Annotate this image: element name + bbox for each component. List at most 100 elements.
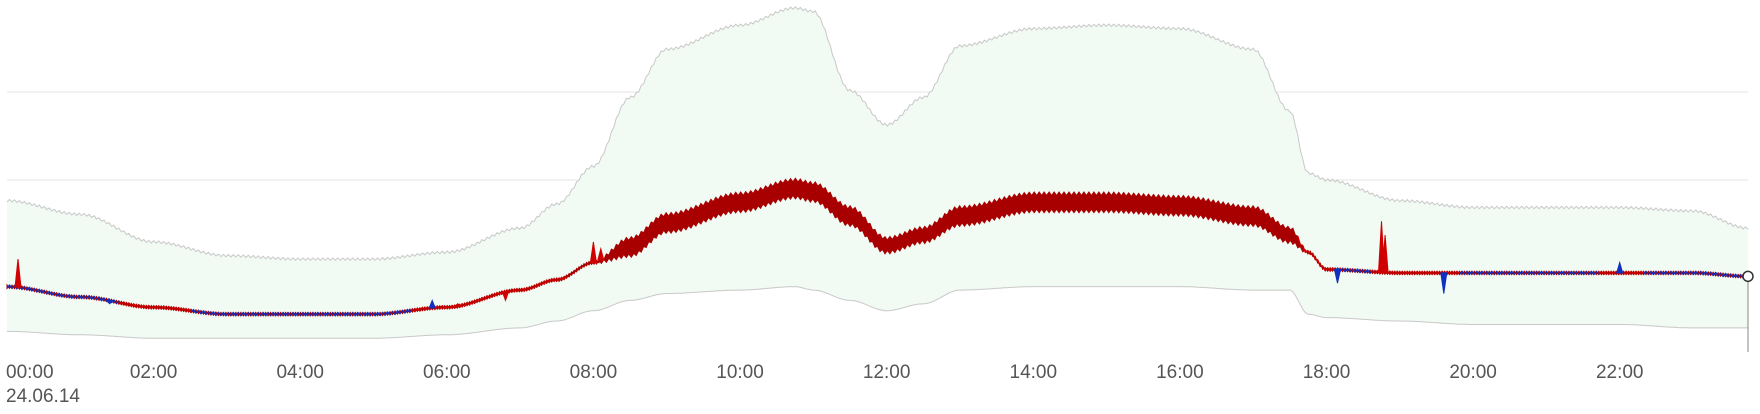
- value-line-segment: [1590, 270, 1595, 275]
- value-line-segment: [357, 312, 361, 317]
- value-line-segment: [479, 297, 483, 303]
- value-line-segment: [1416, 270, 1421, 275]
- value-line-segment: [1436, 270, 1441, 275]
- value-line-segment: [332, 312, 336, 317]
- chart-cursor[interactable]: [1742, 270, 1754, 352]
- value-line-segment: [1680, 270, 1684, 275]
- value-line-segment: [436, 305, 441, 310]
- value-line-segment: [222, 312, 227, 317]
- value-line-segment: [1419, 270, 1423, 275]
- value-line-segment: [1496, 270, 1500, 275]
- value-line-segment: [377, 312, 381, 317]
- value-line-segment: [1715, 272, 1719, 277]
- value-line-segment: [374, 312, 379, 317]
- value-line-segment: [1399, 270, 1403, 275]
- value-line-segment: [1660, 270, 1664, 275]
- spike-5: [501, 291, 510, 302]
- value-line-segment: [533, 283, 538, 289]
- value-line-segment: [1662, 270, 1667, 275]
- value-line-segment: [304, 312, 309, 317]
- value-line-segment: [1580, 270, 1585, 275]
- value-line-segment: [352, 312, 356, 317]
- value-line-segment: [483, 295, 488, 301]
- value-line-segment: [1565, 270, 1570, 275]
- value-line-segment: [379, 311, 384, 317]
- value-line-segment: [1583, 270, 1587, 275]
- value-line-segment: [1307, 250, 1311, 255]
- value-line-segment: [372, 312, 376, 317]
- value-line-segment: [1555, 270, 1560, 275]
- value-line-segment: [150, 305, 155, 310]
- value-line-segment: [232, 312, 237, 317]
- value-line-segment: [88, 295, 93, 300]
- value-line-segment: [434, 305, 438, 310]
- value-line-segment: [1657, 270, 1662, 275]
- value-line-segment: [1655, 270, 1660, 275]
- value-line-segment: [1451, 270, 1456, 275]
- value-line-segment: [419, 306, 423, 312]
- value-line-segment: [294, 312, 299, 317]
- value-line-segment: [262, 312, 267, 317]
- value-line-segment: [1356, 268, 1361, 274]
- band-fill: [7, 6, 1748, 339]
- x-tick-label: 20:00: [1449, 362, 1497, 383]
- spike-6: [589, 241, 597, 264]
- value-line-segment: [272, 312, 277, 317]
- value-line-segment: [237, 312, 242, 317]
- value-line-segment: [192, 309, 197, 314]
- value-line-segment: [1588, 270, 1592, 275]
- value-line-segment: [1548, 270, 1553, 275]
- value-line-segment: [548, 278, 553, 283]
- value-line-segment: [1429, 270, 1433, 275]
- value-line-segment: [1650, 270, 1655, 275]
- value-line-segment: [287, 312, 292, 317]
- spike-8: [1333, 269, 1342, 284]
- value-line-segment: [267, 312, 272, 317]
- value-line-segment: [1558, 270, 1563, 275]
- spike-4: [453, 303, 463, 307]
- value-line-segment: [1476, 270, 1480, 275]
- value-line-segment: [1521, 270, 1525, 275]
- value-line-segment: [1371, 269, 1376, 275]
- value-line-segment: [1322, 265, 1326, 272]
- value-line-segment: [1486, 270, 1490, 275]
- value-line-segment: [71, 294, 75, 299]
- value-line-segment: [367, 312, 371, 317]
- value-line-segment: [163, 305, 167, 310]
- value-line-segment: [178, 307, 182, 312]
- x-tick-label: 14:00: [1010, 362, 1058, 383]
- value-line-segment: [1608, 270, 1612, 275]
- value-line-segment: [424, 306, 428, 311]
- value-line-segment: [1677, 270, 1682, 275]
- date-label: 24.06.14: [6, 386, 80, 407]
- value-line-segment: [6, 284, 11, 289]
- value-line-segment: [1563, 270, 1567, 275]
- value-line-segment: [312, 312, 316, 317]
- value-line-segment: [1623, 270, 1627, 275]
- value-line-segment: [518, 287, 523, 293]
- value-line-segment: [242, 312, 247, 317]
- value-line-segment: [317, 312, 321, 317]
- value-line-segment: [1414, 270, 1418, 275]
- value-line-segment: [1710, 271, 1714, 276]
- value-line-segment: [469, 300, 473, 306]
- value-line-segment: [1511, 270, 1515, 275]
- value-line-segment: [439, 305, 443, 310]
- value-line-segment: [1545, 270, 1550, 275]
- value-line-segment: [359, 312, 364, 317]
- x-tick-label: 16:00: [1156, 362, 1204, 383]
- value-line-segment: [1424, 270, 1428, 275]
- value-line-segment: [1578, 270, 1582, 275]
- value-line-segment: [252, 312, 257, 317]
- range-band: [6, 6, 1749, 339]
- value-line-segment: [277, 312, 282, 317]
- value-line-segment: [1302, 245, 1306, 253]
- value-line-segment: [1630, 270, 1635, 275]
- value-line-segment: [1550, 270, 1555, 275]
- value-line-segment: [81, 294, 85, 300]
- cursor-handle[interactable]: [1742, 270, 1754, 283]
- value-line-segment: [1404, 270, 1408, 275]
- value-line-segment: [1461, 270, 1466, 275]
- value-line-segment: [1685, 270, 1689, 275]
